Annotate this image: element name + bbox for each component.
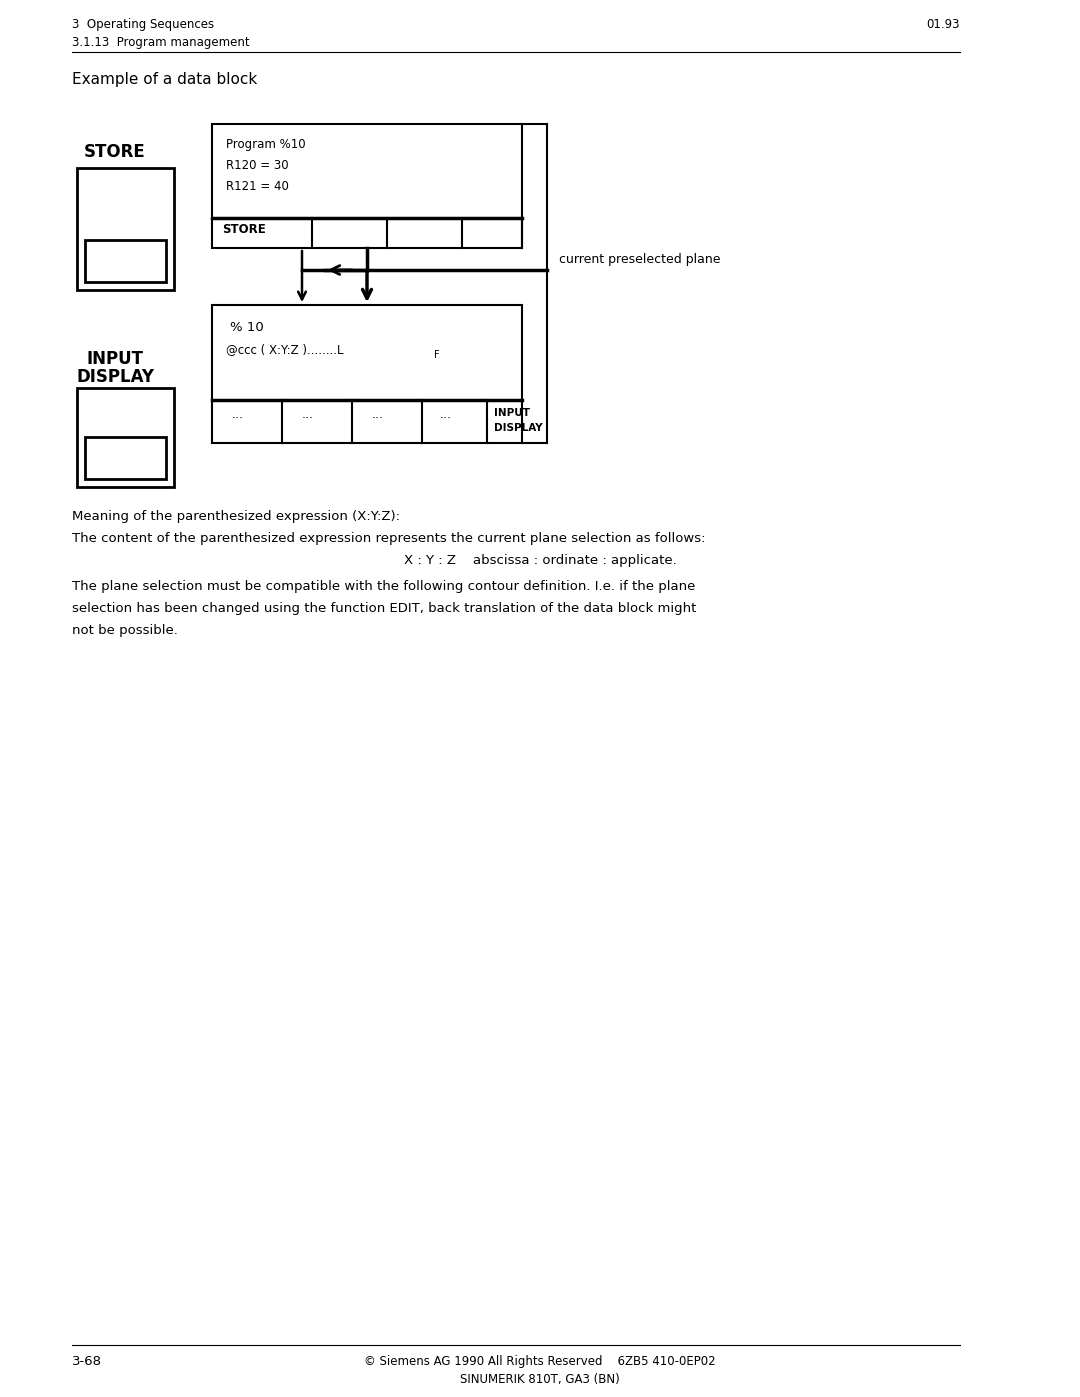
Text: % 10: % 10: [230, 321, 264, 334]
Text: ...: ...: [372, 408, 384, 420]
Text: STORE: STORE: [84, 142, 146, 161]
Text: Meaning of the parenthesized expression (X:Y:Z):: Meaning of the parenthesized expression …: [72, 510, 400, 522]
Text: not be possible.: not be possible.: [72, 624, 178, 637]
Text: selection has been changed using the function EDIT, back translation of the data: selection has been changed using the fun…: [72, 602, 697, 615]
Text: F: F: [434, 351, 440, 360]
Text: INPUT: INPUT: [86, 351, 144, 367]
Text: 3-68: 3-68: [72, 1355, 102, 1368]
Bar: [77, 168, 174, 291]
Text: STORE: STORE: [222, 224, 266, 236]
Text: R120 = 30: R120 = 30: [226, 159, 288, 172]
Text: DISPLAY: DISPLAY: [494, 423, 542, 433]
Text: Program %10: Program %10: [226, 138, 306, 151]
Text: The plane selection must be compatible with the following contour definition. I.: The plane selection must be compatible w…: [72, 580, 696, 592]
Bar: [212, 305, 522, 443]
Text: INPUT: INPUT: [494, 408, 530, 418]
Text: ...: ...: [232, 408, 244, 420]
Bar: [85, 240, 166, 282]
Bar: [85, 437, 166, 479]
Text: The content of the parenthesized expression represents the current plane selecti: The content of the parenthesized express…: [72, 532, 705, 545]
Text: SINUMERIK 810T, GA3 (BN): SINUMERIK 810T, GA3 (BN): [460, 1373, 620, 1386]
Text: R121 = 40: R121 = 40: [226, 180, 288, 193]
Text: Example of a data block: Example of a data block: [72, 73, 257, 87]
Bar: [212, 124, 522, 249]
Text: ...: ...: [302, 408, 314, 420]
Text: 3.1.13  Program management: 3.1.13 Program management: [72, 36, 249, 49]
Text: ...: ...: [440, 408, 453, 420]
Text: X : Y : Z    abscissa : ordinate : applicate.: X : Y : Z abscissa : ordinate : applicat…: [404, 555, 676, 567]
Text: 3  Operating Sequences: 3 Operating Sequences: [72, 18, 214, 31]
Text: © Siemens AG 1990 All Rights Reserved    6ZB5 410-0EP02: © Siemens AG 1990 All Rights Reserved 6Z…: [364, 1355, 716, 1368]
Bar: [77, 388, 174, 488]
Text: DISPLAY: DISPLAY: [76, 367, 154, 386]
Text: @ccc ( X:Y:Z )........L: @ccc ( X:Y:Z )........L: [226, 344, 343, 356]
Text: current preselected plane: current preselected plane: [559, 253, 720, 265]
Text: 01.93: 01.93: [927, 18, 960, 31]
